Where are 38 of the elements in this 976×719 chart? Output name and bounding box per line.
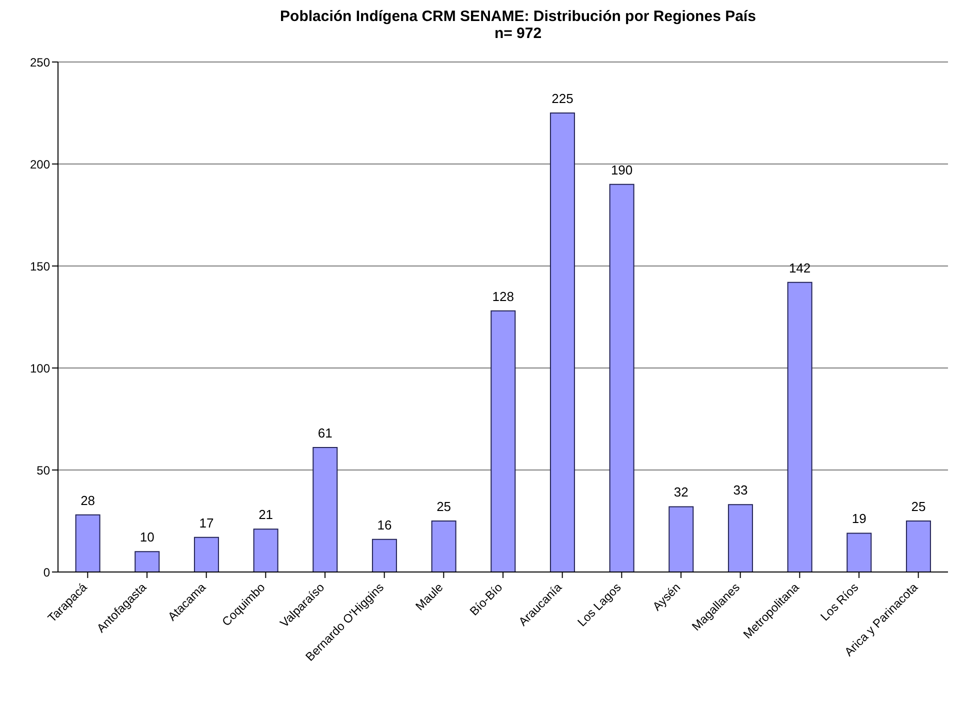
bar: [253, 528, 278, 572]
bar: [846, 532, 872, 572]
y-tick-label: 0: [43, 565, 50, 580]
data-label: 142: [788, 260, 811, 276]
bar: [75, 514, 100, 572]
y-tick-label: 150: [30, 259, 50, 274]
data-label: 25: [436, 499, 452, 514]
data-label: 33: [733, 482, 748, 498]
y-tick-label: 250: [30, 55, 50, 70]
bar: [134, 551, 160, 572]
bar: [609, 184, 634, 572]
bar: [312, 447, 338, 572]
data-label: 21: [258, 507, 274, 522]
data-label: 190: [610, 162, 633, 178]
data-label: 10: [140, 530, 154, 545]
y-tick-label: 50: [36, 463, 50, 478]
y-tick-label: 100: [30, 361, 50, 376]
data-label: 225: [552, 91, 574, 106]
bar: [194, 536, 219, 572]
data-label: 128: [492, 288, 514, 304]
data-label: 17: [199, 515, 214, 530]
bar: [906, 520, 931, 572]
bar: [787, 282, 812, 572]
bar: [372, 538, 397, 572]
data-label: 16: [377, 517, 392, 532]
bar: [668, 506, 694, 572]
bar: [550, 112, 575, 572]
data-label: 32: [674, 484, 688, 500]
chart-subtitle: n= 972: [493, 25, 543, 42]
bar: [728, 504, 753, 572]
data-label: 28: [80, 492, 96, 508]
data-label: 25: [911, 499, 926, 514]
data-label: 61: [318, 426, 332, 441]
bar: [490, 310, 516, 572]
bar: [431, 520, 456, 572]
data-label: 19: [852, 511, 866, 526]
y-tick-label: 200: [30, 157, 50, 172]
chart-title: Población Indígena CRM SENAME: Distribución por Regiones País: [279, 8, 757, 25]
